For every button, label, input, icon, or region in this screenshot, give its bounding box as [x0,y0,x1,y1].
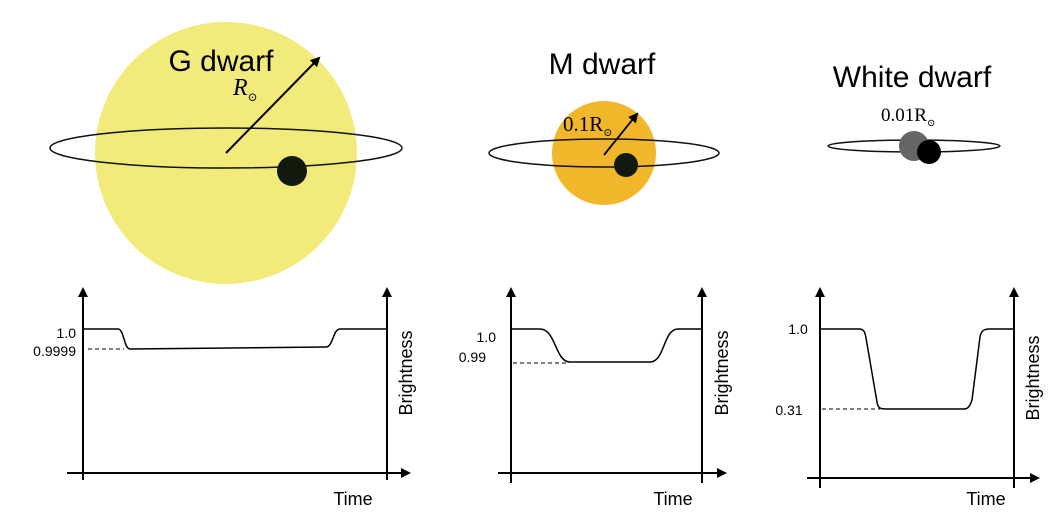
g-dwarf-y-label: Brightness [396,330,416,415]
white-dwarf-light-curve [820,328,1014,410]
m-dwarf-y-label: Brightness [712,330,732,415]
m-dwarf-panel: M dwarf 0.1R⊙ 1.0 0.99 Time Brightness [459,48,732,509]
g-dwarf-radius-arrow [225,56,321,154]
white-dwarf-tick-depth: 0.31 [775,402,802,418]
m-dwarf-radius-arrow [603,112,639,156]
g-dwarf-tick-top: 1.0 [57,325,77,341]
g-dwarf-title: G dwarf [168,45,274,78]
g-dwarf-panel: G dwarf R⊙ 1.0 0.9999 Time Brightness [33,22,416,509]
g-dwarf-tick-depth: 0.9999 [33,343,76,359]
m-dwarf-radius-label: 0.1R⊙ [563,112,612,139]
g-dwarf-planet [277,156,307,186]
white-dwarf-tick-top: 1.0 [788,321,808,337]
g-dwarf-light-curve [83,328,387,350]
m-dwarf-planet [614,153,638,177]
g-dwarf-orbit [49,127,403,169]
white-dwarf-planet [917,140,941,164]
g-dwarf-x-label: Time [333,489,372,509]
m-dwarf-orbit [488,138,720,168]
white-dwarf-title: White dwarf [833,61,992,94]
white-dwarf-x-label: Time [966,489,1005,509]
white-dwarf-y-label: Brightness [1023,335,1043,420]
m-dwarf-x-label: Time [653,489,692,509]
white-dwarf-panel: White dwarf 0.01R⊙ 1.0 0.31 Time Brightn… [775,61,1043,509]
m-dwarf-title: M dwarf [549,48,656,81]
m-dwarf-tick-depth: 0.99 [459,349,486,365]
white-dwarf-radius-label: 0.01R⊙ [881,105,935,129]
m-dwarf-tick-top: 1.0 [477,329,497,345]
g-dwarf-radius-label: R⊙ [232,75,258,104]
m-dwarf-star [552,101,656,205]
m-dwarf-light-curve [511,328,702,363]
